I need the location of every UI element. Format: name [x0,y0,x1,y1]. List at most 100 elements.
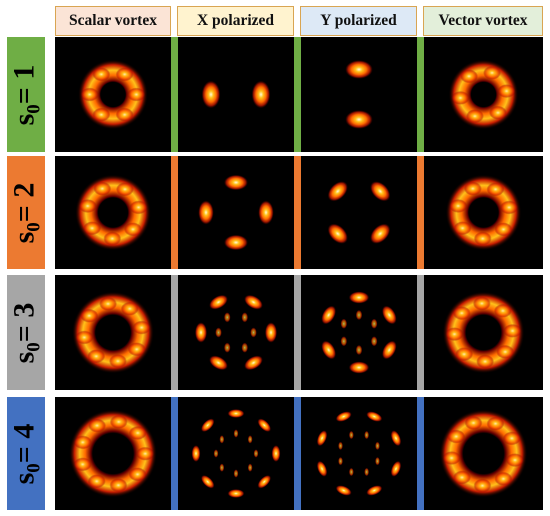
hotspot [75,330,94,345]
row-color-stripe [294,156,301,269]
petal-lobe [201,475,215,489]
petal-lobe [271,445,281,462]
hotspot [128,467,147,482]
intensity-pattern [72,291,154,374]
inner-lobe [364,430,370,440]
inner-lobe [241,312,249,323]
inner-lobe [247,435,253,444]
petal-lobe [264,322,278,343]
petal-lobe [258,200,274,225]
row-color-stripe [294,37,301,152]
hotspot [115,182,134,197]
hotspot [132,320,151,335]
hotspot [449,198,468,213]
inner-lobe [215,327,222,338]
petal-lobe [209,355,228,371]
intensity-pattern [69,409,157,498]
intensity-pattern [201,80,271,109]
petal-lobe [201,418,215,432]
intensity-pattern [316,411,402,496]
intensity-image-scalar-vortex-s2 [55,156,171,269]
intensity-pattern [75,174,151,251]
hotspot [136,446,155,461]
header-label: Vector vortex [438,12,528,29]
intensity-pattern [448,59,519,130]
petal-lobe [348,361,370,374]
hotspot [502,431,521,446]
hotspot [473,231,492,246]
row-color-stripe [417,397,424,510]
intensity-pattern [327,181,391,244]
inner-lobe [213,449,219,458]
hotspot [88,418,107,433]
intensity-image-y-polarized-s2 [301,156,417,269]
inner-lobe [375,456,380,466]
petal-lobe [224,174,248,191]
inner-lobe [241,342,249,353]
hotspot [463,181,482,196]
hotspot [80,308,99,323]
intensity-pattern [442,291,525,374]
petal-lobe [251,80,271,109]
intensity-pattern [345,60,373,129]
hotspot [92,67,111,82]
intensity-pattern [194,294,278,371]
hotspot [445,327,464,342]
hotspot [120,301,139,316]
inner-lobe [340,336,348,347]
intensity-image-vector-vortex-s2 [424,156,543,269]
inner-lobe [233,469,239,478]
hotspot [455,347,474,362]
hotspot [115,107,134,122]
inner-lobe [250,327,257,338]
inner-lobe [355,309,363,321]
intensity-pattern [198,174,274,251]
hotspot [496,344,515,359]
inner-lobe [375,441,380,451]
header-vector-vortex: Vector vortex [423,6,543,36]
hotspot [83,221,102,236]
inner-lobe [253,449,259,458]
petal-lobe [345,60,373,79]
petal-lobe [316,430,328,447]
row-color-stripe [171,37,178,152]
hotspot [453,470,472,485]
hotspot [494,222,513,237]
hotspot [78,199,97,214]
petal-lobe [370,223,391,244]
row-label-s0-2: s0= 2 [7,156,45,269]
hotspot [497,84,516,99]
header-y-polarized: Y polarized [300,6,417,36]
row-color-stripe [171,275,178,390]
hotspot [442,451,461,466]
row-label-s0-4: s0= 4 [7,397,45,510]
hotspot [464,415,483,430]
intensity-image-scalar-vortex-s1 [55,37,171,152]
hotspot [128,425,147,440]
row-color-stripe [294,275,301,390]
petal-lobe [257,418,271,432]
petal-lobe [366,485,383,496]
row-color-stripe [171,397,178,510]
inner-lobe [223,342,231,353]
petal-lobe [381,340,397,360]
petal-lobe [198,200,214,225]
hotspot [109,478,128,493]
hotspot [93,181,112,196]
header-x-polarized: X polarized [177,6,294,36]
intensity-pattern [321,291,397,374]
petal-lobe [390,430,402,447]
petal-lobe [335,485,352,496]
intensity-pattern [191,409,281,498]
hotspot [109,414,128,429]
inner-lobe [348,430,354,440]
hotspot [486,416,505,431]
petal-lobe [224,234,248,251]
intensity-image-x-polarized-s4 [178,397,294,510]
petal-lobe [370,181,391,202]
header-label: Y polarized [320,12,397,29]
intensity-pattern [445,174,522,251]
inner-lobe [219,463,225,472]
row-color-stripe [417,156,424,269]
hotspot [465,109,484,124]
